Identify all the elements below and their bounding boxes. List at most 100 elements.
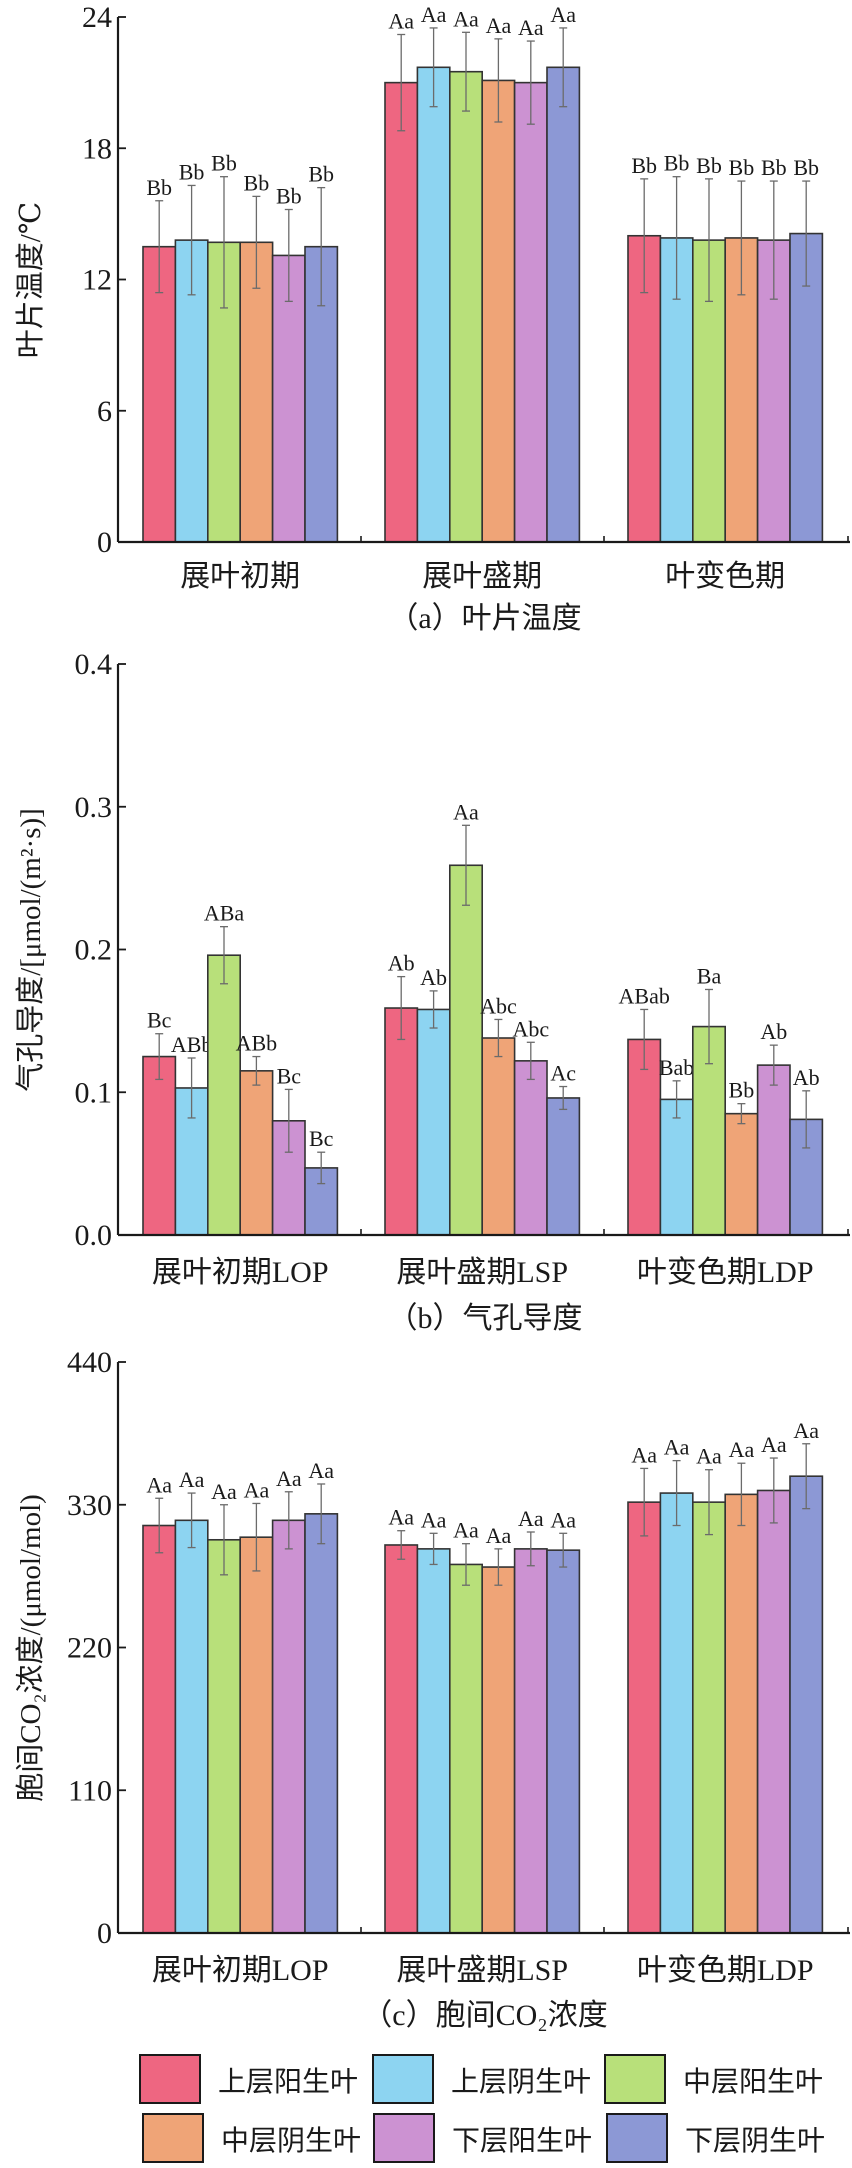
y-tick-label: 12 bbox=[82, 264, 112, 297]
significance-label: ABa bbox=[204, 901, 245, 926]
bar bbox=[513, 1060, 548, 1236]
significance-label: ABb bbox=[171, 1032, 213, 1057]
significance-label: Aa bbox=[146, 1472, 172, 1497]
significance-label: Ab bbox=[388, 951, 415, 976]
bar bbox=[239, 1536, 274, 1934]
bar bbox=[546, 1097, 581, 1236]
significance-label: Bc bbox=[277, 1063, 302, 1088]
significance-label: Aa bbox=[308, 1458, 334, 1483]
significance-label: Ab bbox=[420, 965, 447, 990]
category-label: 展叶初期 bbox=[180, 560, 300, 593]
significance-label: Aa bbox=[550, 2, 576, 27]
significance-label: Aa bbox=[453, 799, 479, 824]
y-tick-label: 24 bbox=[82, 1, 112, 34]
y-tick-label: 0.3 bbox=[75, 791, 113, 824]
y-tick-label: 0.0 bbox=[75, 1219, 113, 1252]
bar bbox=[481, 1037, 516, 1236]
significance-label: ABab bbox=[619, 983, 670, 1008]
y-tick-label: 110 bbox=[68, 1774, 112, 1807]
significance-label: Abc bbox=[480, 993, 517, 1018]
chart-panel-1: Bc Ab ABab ABb Ab Bab ABa Aa Ba ABb Abc Bb Bc Abc Ab Bc… bbox=[14, 648, 850, 1335]
significance-label: Ba bbox=[697, 963, 722, 988]
bar bbox=[416, 66, 451, 543]
bar bbox=[691, 1501, 726, 1934]
legend-swatch bbox=[373, 2113, 435, 2163]
bar bbox=[481, 1566, 516, 1934]
category-label: 叶变色期LDP bbox=[637, 1256, 814, 1289]
bar bbox=[481, 79, 516, 543]
bar bbox=[384, 81, 419, 543]
bar bbox=[142, 1055, 177, 1236]
legend-swatch bbox=[604, 2054, 666, 2104]
bar bbox=[546, 1549, 581, 1934]
significance-label: Bb bbox=[793, 155, 819, 180]
bar bbox=[142, 245, 177, 543]
legend-label: 下层阳生叶 bbox=[452, 2125, 592, 2157]
significance-label: Bc bbox=[147, 1008, 172, 1033]
y-tick-label: 0 bbox=[97, 1917, 112, 1950]
significance-label: Bb bbox=[244, 170, 270, 195]
bar bbox=[627, 1501, 662, 1934]
significance-label: Ab bbox=[760, 1019, 787, 1044]
bar bbox=[448, 70, 483, 543]
y-tick-label: 0.2 bbox=[75, 934, 113, 967]
bar bbox=[659, 1492, 694, 1934]
bar bbox=[756, 1489, 791, 1934]
category-label: 展叶盛期LSP bbox=[396, 1256, 568, 1289]
bar bbox=[304, 1513, 339, 1934]
bar bbox=[789, 1475, 824, 1934]
significance-label: Bc bbox=[309, 1126, 334, 1151]
significance-label: Aa bbox=[761, 1432, 787, 1457]
legend-label: 中层阳生叶 bbox=[683, 2066, 823, 2098]
bar bbox=[659, 1098, 694, 1236]
significance-label: Abc bbox=[512, 1016, 549, 1041]
bar bbox=[627, 1038, 662, 1236]
legend-swatch bbox=[606, 2113, 668, 2163]
bar bbox=[416, 1008, 451, 1236]
significance-label: Aa bbox=[486, 13, 512, 38]
bar bbox=[239, 1070, 274, 1236]
significance-label: Bb bbox=[729, 1078, 755, 1103]
significance-label: Aa bbox=[550, 1507, 576, 1532]
significance-label: Bb bbox=[179, 159, 205, 184]
significance-label: Bb bbox=[696, 153, 722, 178]
significance-label: Ac bbox=[550, 1061, 576, 1086]
significance-label: Ab bbox=[793, 1065, 820, 1090]
y-tick-label: 18 bbox=[82, 132, 112, 165]
legend-label: 上层阴生叶 bbox=[451, 2066, 591, 2098]
bar bbox=[546, 66, 581, 543]
significance-label: Aa bbox=[421, 1507, 447, 1532]
bar bbox=[513, 81, 548, 543]
bar bbox=[756, 1064, 791, 1236]
chart-caption: （b）气孔导度 bbox=[388, 1302, 583, 1335]
y-axis-label: 气孔导度/[μmol/(m²·s)] bbox=[14, 808, 47, 1092]
bar bbox=[724, 1493, 759, 1934]
significance-label: Bab bbox=[659, 1055, 694, 1080]
significance-label: Aa bbox=[518, 15, 544, 40]
category-label: 叶变色期LDP bbox=[637, 1954, 814, 1987]
y-tick-label: 330 bbox=[67, 1489, 112, 1522]
y-tick-label: 6 bbox=[97, 395, 112, 428]
significance-label: Aa bbox=[486, 1523, 512, 1548]
bar bbox=[448, 864, 483, 1236]
category-label: 展叶初期LOP bbox=[152, 1256, 329, 1289]
significance-label: Aa bbox=[388, 9, 414, 34]
chart-panel-2: AaAaAaAaAaAaAaAaAaAaAaAaAaAaAaAaAaAa0110… bbox=[14, 1346, 850, 2032]
significance-label: Bb bbox=[729, 155, 755, 180]
category-label: 展叶盛期LSP bbox=[396, 1954, 568, 1987]
y-tick-label: 0 bbox=[97, 526, 112, 559]
bar bbox=[384, 1007, 419, 1236]
legend-label: 下层阴生叶 bbox=[685, 2125, 825, 2157]
significance-label: Bb bbox=[276, 184, 302, 209]
category-label: 展叶初期LOP bbox=[152, 1954, 329, 1987]
legend-swatch bbox=[139, 2054, 201, 2104]
significance-label: Aa bbox=[179, 1467, 205, 1492]
bar bbox=[207, 954, 242, 1236]
legend-swatch bbox=[142, 2113, 204, 2163]
significance-label: Bb bbox=[631, 153, 657, 178]
legend-label: 中层阴生叶 bbox=[221, 2125, 361, 2157]
significance-label: Aa bbox=[729, 1437, 755, 1462]
y-tick-label: 0.1 bbox=[75, 1076, 113, 1109]
